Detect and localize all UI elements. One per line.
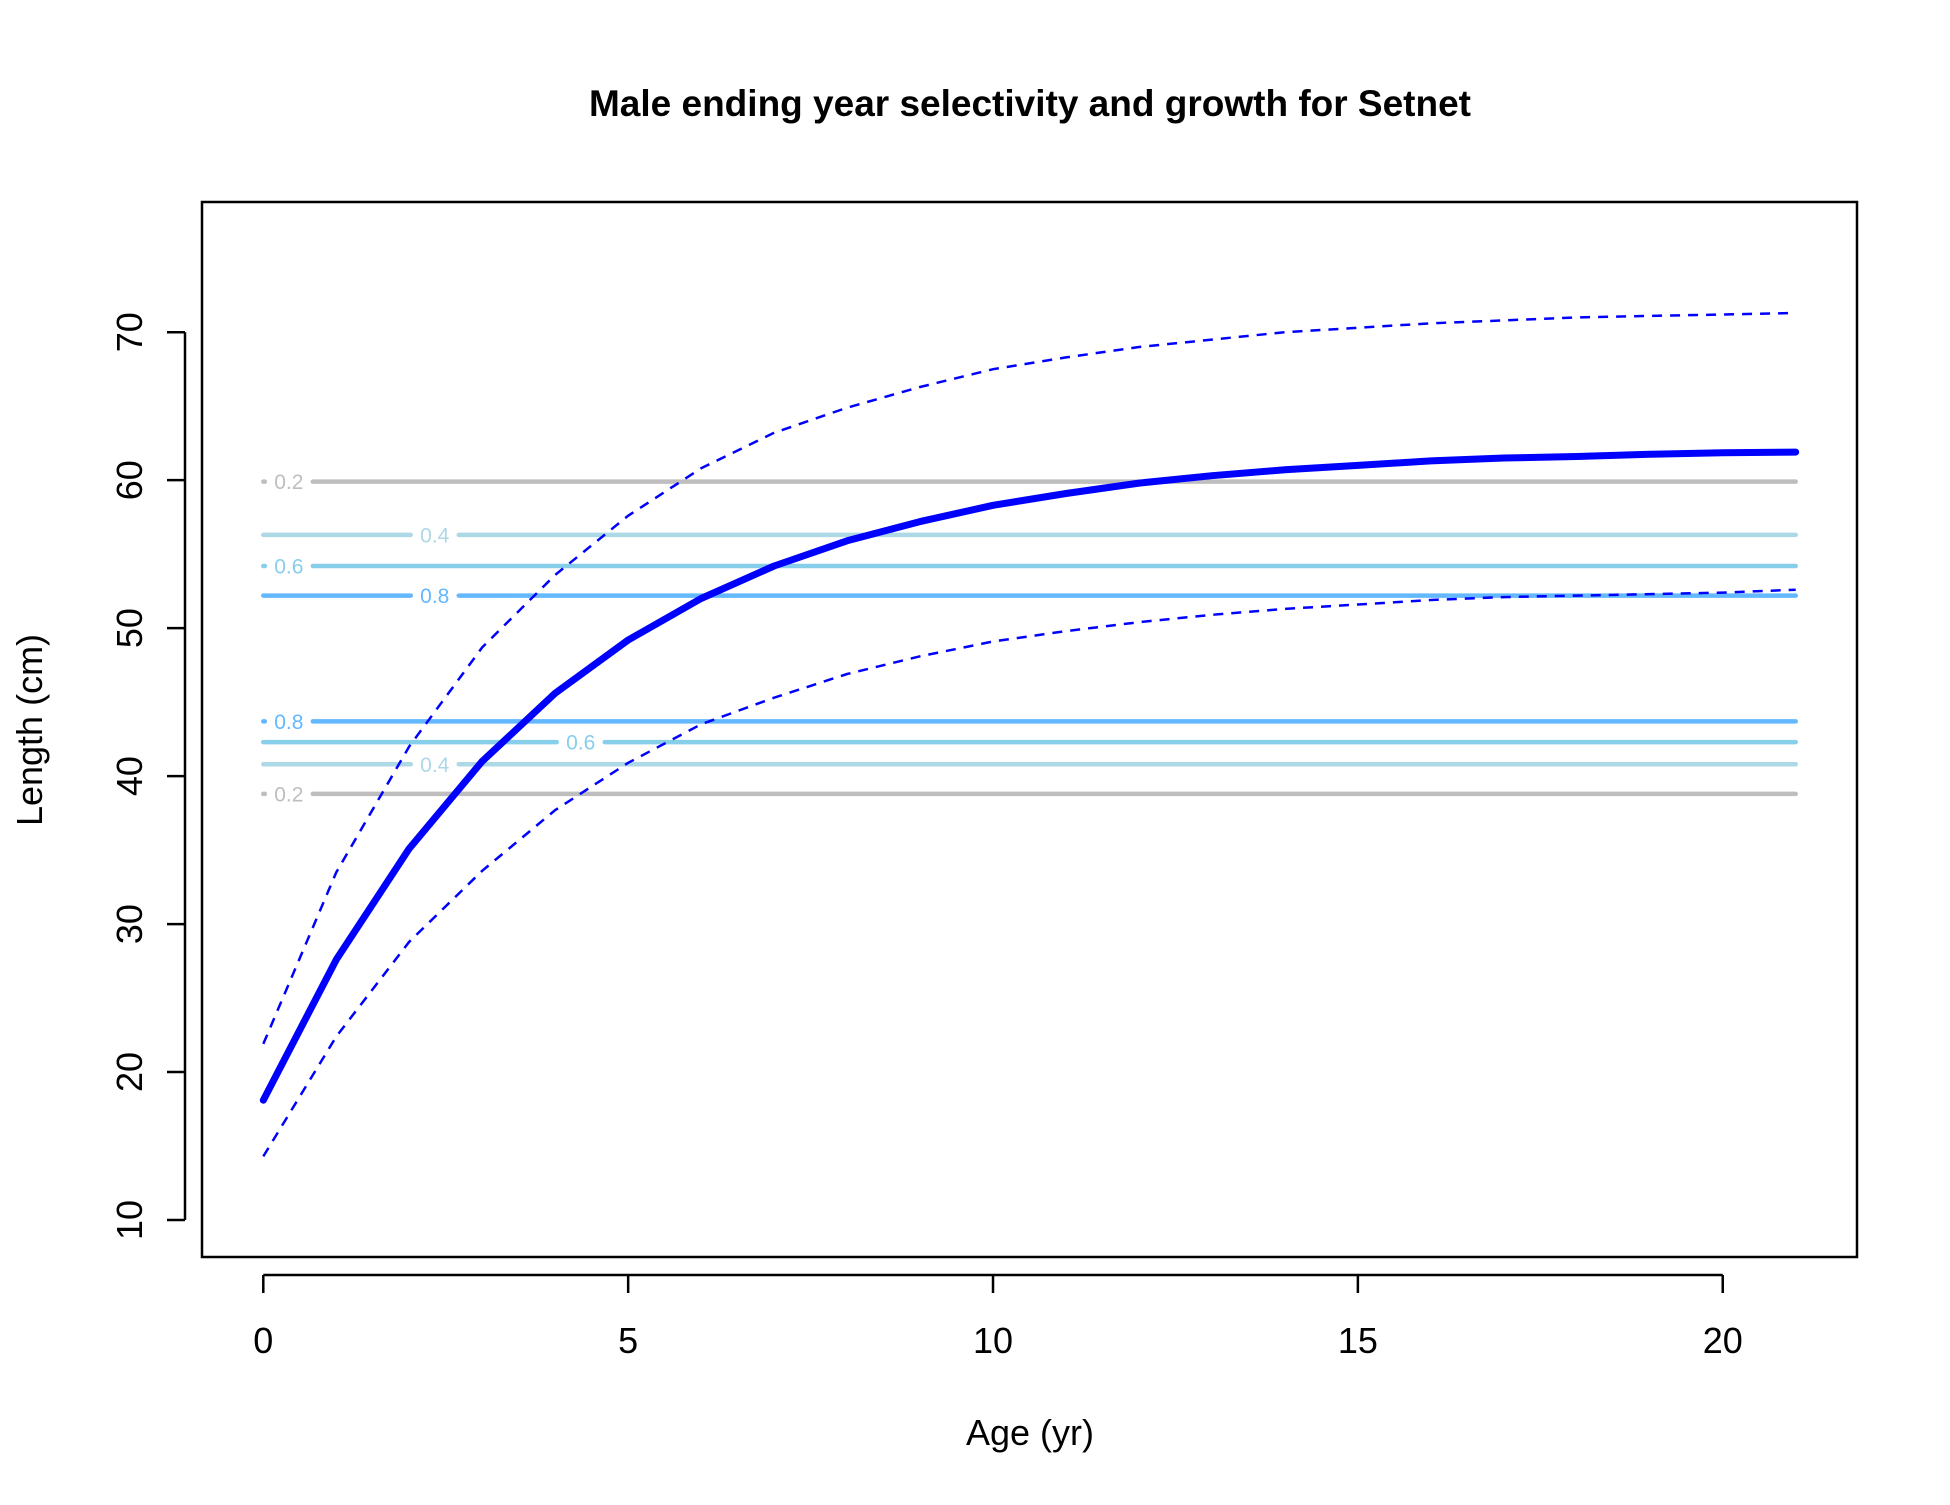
x-axis-label: Age (yr) bbox=[966, 1412, 1094, 1453]
y-tick-label: 70 bbox=[109, 312, 150, 352]
contour-label: 0.2 bbox=[274, 471, 303, 494]
x-tick-label: 10 bbox=[973, 1320, 1013, 1361]
selectivity-contour-04-6: 0.4 bbox=[261, 754, 1798, 777]
contour-label: 0.6 bbox=[274, 555, 303, 578]
axes: 0 5 10 15 20 10 20 30 40 50 60 70 bbox=[109, 312, 1743, 1361]
contour-label: 0.4 bbox=[420, 524, 450, 547]
contour-label: 0.6 bbox=[566, 732, 595, 755]
contour-label: 0.4 bbox=[420, 754, 450, 777]
selectivity-contour-02-7: 0.2 bbox=[261, 783, 1798, 806]
plot-area: 0.2 0.4 0.6 0.8 0.8 0.6 0.4 0.2 bbox=[259, 311, 1800, 1158]
selectivity-contour-04-1: 0.4 bbox=[261, 524, 1798, 547]
growth-mean-line bbox=[259, 448, 1800, 1104]
growth-lower-line bbox=[262, 588, 1796, 1158]
contour-label: 0.2 bbox=[274, 783, 303, 806]
selectivity-contour-08-3: 0.8 bbox=[261, 585, 1798, 608]
chart-title: Male ending year selectivity and growth … bbox=[589, 83, 1471, 124]
selectivity-contour-06-2: 0.6 bbox=[261, 555, 1798, 578]
selectivity-contour-02-0: 0.2 bbox=[261, 471, 1798, 494]
x-tick-label: 20 bbox=[1703, 1320, 1743, 1361]
y-axis-label: Length (cm) bbox=[9, 634, 50, 826]
y-tick-label: 20 bbox=[109, 1052, 150, 1092]
x-tick-label: 0 bbox=[253, 1320, 273, 1361]
contour-label: 0.8 bbox=[274, 711, 303, 734]
y-tick-label: 60 bbox=[109, 460, 150, 500]
x-tick-label: 15 bbox=[1338, 1320, 1378, 1361]
y-tick-label: 40 bbox=[109, 756, 150, 796]
plot-frame bbox=[200, 200, 1859, 1259]
y-tick-label: 10 bbox=[109, 1200, 150, 1240]
growth-upper-line bbox=[262, 311, 1796, 1045]
contour-label: 0.8 bbox=[420, 585, 449, 608]
y-tick-label: 30 bbox=[109, 904, 150, 944]
y-tick-label: 50 bbox=[109, 608, 150, 648]
x-tick-label: 5 bbox=[618, 1320, 638, 1361]
selectivity-contour-08-4: 0.8 bbox=[261, 711, 1798, 734]
